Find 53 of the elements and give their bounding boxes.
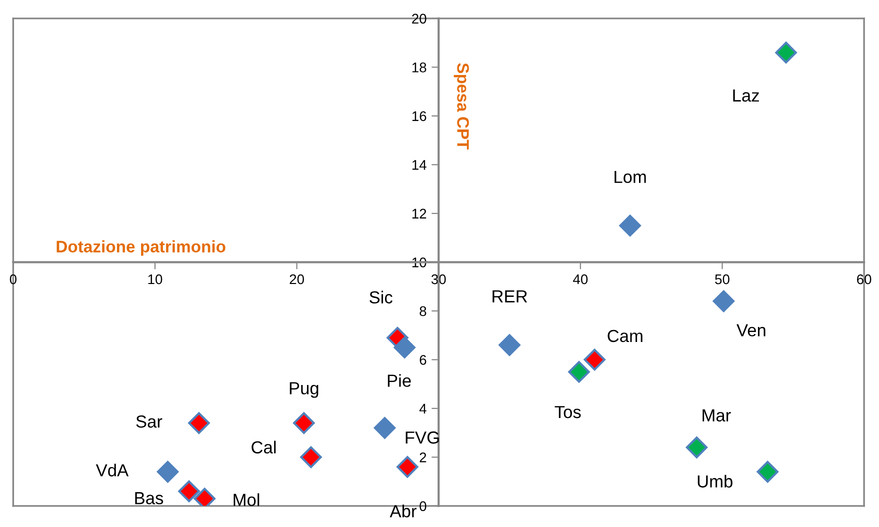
- point: [568, 361, 590, 383]
- y-tick-label: 0: [420, 501, 426, 512]
- point: [293, 412, 315, 434]
- annotation: Abr: [390, 504, 416, 518]
- point: [156, 460, 179, 483]
- point: [498, 334, 520, 356]
- y-tick-label: 8: [420, 306, 426, 316]
- x-tick-label: 0: [10, 274, 17, 284]
- x-axis-title: Dotazione patrimonio: [56, 240, 226, 256]
- point: [686, 436, 708, 458]
- y-tick-label: 4: [419, 404, 426, 414]
- point: [775, 42, 797, 64]
- point: [374, 417, 396, 439]
- x-tick-label: 50: [715, 274, 730, 284]
- point: [396, 456, 418, 478]
- point: [756, 460, 778, 483]
- point: [394, 336, 416, 358]
- y-tick-label: 16: [412, 111, 426, 122]
- annotation: Lom: [614, 170, 646, 184]
- x-tick-label: 40: [573, 274, 588, 284]
- annotation: VdA: [96, 464, 129, 476]
- annotation: Laz: [733, 90, 759, 102]
- annotation: Pug: [290, 382, 318, 398]
- annotation: Pie: [388, 374, 411, 387]
- x-tick-label: 10: [148, 274, 162, 284]
- annotation: Mol: [234, 493, 260, 506]
- annotation: Bas: [135, 492, 164, 504]
- annotation: Tos: [554, 406, 581, 418]
- y-tick-label: 12: [412, 208, 426, 218]
- x-tick-label: 60: [857, 274, 872, 284]
- y-tick-label: 2: [420, 452, 426, 462]
- x-tick-label: 20: [290, 274, 304, 284]
- y-tick-label: 18: [412, 62, 426, 72]
- x-tick-label: 30: [431, 274, 446, 284]
- y-tick-label: 20: [412, 14, 426, 24]
- point: [584, 348, 606, 371]
- point: [178, 480, 200, 502]
- point: [619, 214, 641, 236]
- y-axis-title: Spesa CPT: [454, 63, 469, 150]
- annotation: Cal: [252, 440, 276, 454]
- annotation: FVG: [406, 431, 439, 444]
- annotation: Umb: [698, 474, 732, 488]
- annotation: Cam: [608, 330, 642, 342]
- annotation: Mar: [702, 409, 731, 422]
- annotation: Sar: [136, 415, 162, 428]
- annotation: RER: [492, 290, 528, 302]
- point: [188, 412, 210, 434]
- point: [712, 290, 735, 312]
- y-tick-label: 14: [412, 160, 426, 170]
- y-tick-label: 6: [420, 355, 426, 365]
- annotation: Sic: [370, 290, 392, 304]
- point: [300, 446, 322, 468]
- annotation: Ven: [736, 324, 766, 336]
